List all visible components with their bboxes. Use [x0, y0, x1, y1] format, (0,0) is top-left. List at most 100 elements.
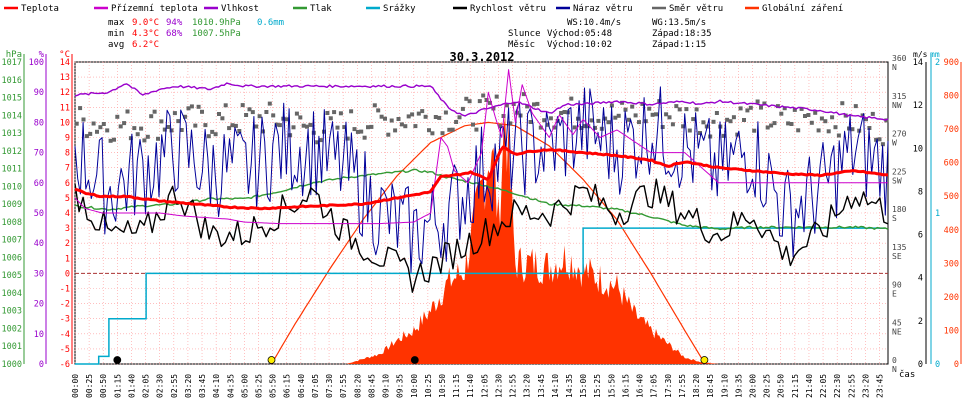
wind-direction-point: [637, 120, 641, 125]
wind-direction-point: [593, 125, 597, 130]
wind-direction-point: [396, 117, 401, 121]
wind-direction-point: [440, 131, 445, 136]
percent-tick-label: 60: [34, 179, 44, 189]
wind-direction-point: [308, 122, 313, 127]
direction-compass-label: E: [892, 290, 897, 299]
mm-tick-label: 1: [935, 209, 940, 219]
wind-direction-point: [98, 125, 103, 130]
wind-direction-point: [460, 106, 465, 111]
time-tick-label: 17:05: [650, 374, 659, 398]
wind-direction-point: [159, 119, 164, 124]
time-tick-label: 04:10: [212, 374, 221, 398]
wind-direction-point: [874, 137, 879, 142]
celsius-tick-label: 4: [65, 209, 70, 219]
wm2-tick-label: 200: [944, 293, 959, 303]
legend-label: Směr větru: [669, 4, 723, 14]
celsius-tick-label: -2: [60, 300, 70, 310]
celsius-tick-label: 13: [60, 73, 70, 83]
time-tick-label: 11:40: [466, 374, 475, 398]
legend-label: Náraz větru: [573, 4, 633, 14]
wind-direction-point: [359, 129, 364, 134]
stats-temperature: 6.2°C: [132, 40, 159, 50]
hpa-tick-label: 1003: [2, 307, 22, 317]
wind-direction-point: [335, 125, 340, 130]
wind-direction-point: [742, 118, 746, 122]
hpa-tick-label: 1011: [2, 165, 22, 175]
hpa-axis-label: hPa: [6, 50, 22, 60]
wind-direction-point: [139, 126, 144, 131]
time-tick-label: 05:00: [240, 374, 249, 398]
wind-direction-point: [328, 116, 333, 121]
wind-direction-point: [413, 124, 418, 129]
time-tick-label: 20:25: [763, 374, 772, 398]
celsius-tick-label: 2: [65, 239, 70, 249]
time-tick-label: 22:30: [833, 374, 842, 398]
wind-direction-point: [647, 106, 652, 111]
wind-direction-point: [738, 106, 743, 111]
wind-direction-point: [301, 123, 306, 128]
time-tick-label: 20:00: [749, 374, 758, 398]
stats-rain: 0.6mm: [257, 18, 284, 28]
wind-direction-point: [494, 94, 499, 99]
stats-pressure: 1010.9hPa: [192, 18, 241, 28]
wm2-tick-label: 400: [944, 226, 959, 236]
time-tick-label: 14:35: [565, 374, 574, 398]
wind-direction-point: [694, 107, 699, 112]
wind-direction-point: [830, 115, 835, 120]
chart-title: 30.3.2012: [449, 50, 514, 64]
time-tick-label: 03:45: [198, 374, 207, 398]
stats-row-label: min: [108, 29, 124, 39]
hpa-tick-label: 1002: [2, 325, 22, 335]
time-tick-label: 20:50: [777, 374, 786, 398]
wind-direction-point: [589, 118, 594, 123]
wind-direction-point: [118, 124, 123, 129]
hpa-tick-label: 1008: [2, 218, 22, 228]
wind-direction-point: [213, 132, 218, 137]
celsius-tick-label: 14: [60, 58, 70, 68]
time-tick-label: 22:05: [819, 374, 828, 398]
time-tick-label: 13:20: [523, 374, 532, 398]
legend-label: Teplota: [21, 4, 59, 14]
wind-direction-point: [217, 112, 221, 116]
hpa-tick-label: 1005: [2, 271, 22, 281]
wind-direction-point: [318, 138, 323, 143]
time-axis-label: čas: [899, 369, 915, 380]
wind-direction-point: [294, 111, 299, 116]
time-tick-label: 07:05: [311, 374, 320, 398]
wm2-tick-label: 100: [944, 326, 959, 336]
wind-direction-point: [156, 136, 160, 141]
wind-direction-point: [498, 124, 503, 129]
wind-direction-point: [674, 104, 679, 109]
wind-direction-point: [149, 114, 154, 119]
time-tick-label: 02:55: [170, 374, 179, 398]
wind-direction-point: [369, 124, 374, 129]
wind-direction-point: [250, 110, 255, 115]
ms-tick-label: 10: [913, 144, 923, 154]
wind-direction-point: [806, 113, 811, 117]
wind-direction-point: [725, 117, 730, 122]
sunrise-marker: [267, 356, 276, 364]
wind-direction-point: [613, 115, 618, 120]
info-sun-label: Slunce: [508, 29, 541, 39]
mm-tick-label: 2: [935, 58, 940, 68]
wind-direction-point: [596, 118, 601, 123]
wind-direction-point: [572, 125, 577, 130]
wind-direction-point: [74, 121, 79, 126]
wind-direction-point: [135, 132, 140, 137]
wind-direction-point: [291, 125, 296, 130]
wind-direction-point: [406, 114, 411, 119]
hpa-tick-label: 1012: [2, 147, 22, 157]
time-tick-label: 10:25: [424, 374, 433, 398]
wind-direction-point: [125, 109, 130, 114]
percent-tick-label: 80: [34, 118, 44, 128]
wind-direction-point: [870, 111, 875, 116]
temperature-line: [74, 145, 889, 211]
time-tick-label: 09:10: [382, 374, 391, 398]
stats-humidity: 68%: [166, 29, 183, 39]
wind-direction-point: [349, 109, 354, 114]
time-tick-label: 18:45: [706, 374, 715, 398]
time-tick-label: 23:20: [861, 374, 870, 398]
wind-direction-point: [755, 99, 760, 104]
time-tick-label: 12:05: [480, 374, 489, 398]
wind-direction-point: [257, 114, 262, 119]
